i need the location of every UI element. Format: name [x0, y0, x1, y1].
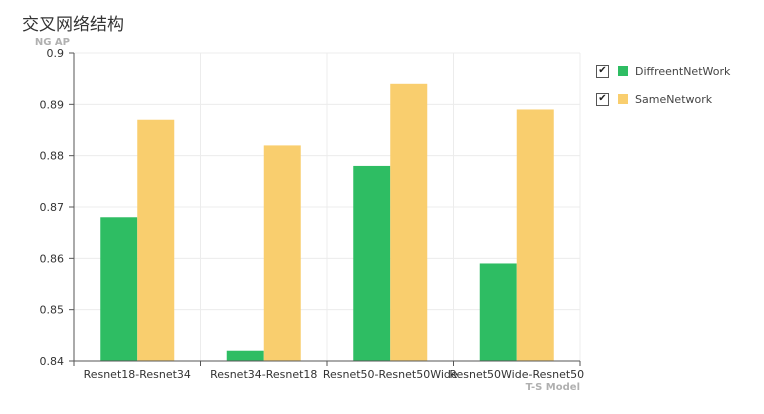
legend-swatch-diffreent — [618, 66, 628, 76]
x-tick-label: Resnet18-Resnet34 — [84, 368, 191, 381]
legend: ✔ DiffreentNetWork ✔ SameNetwork — [596, 62, 730, 118]
y-tick-label: 0.85 — [40, 304, 65, 317]
bar-same — [137, 119, 175, 361]
y-tick-label: 0.86 — [40, 252, 65, 265]
legend-item-same[interactable]: ✔ SameNetwork — [596, 90, 730, 108]
check-icon: ✔ — [598, 93, 607, 104]
y-tick-label: 0.88 — [40, 150, 65, 163]
bar-diffreent — [353, 165, 391, 361]
y-tick-label: 0.9 — [47, 47, 65, 60]
legend-item-diffreent[interactable]: ✔ DiffreentNetWork — [596, 62, 730, 80]
x-tick-label: Resnet50Wide-Resnet50 — [449, 368, 584, 381]
y-axis-title: NG AP — [35, 37, 70, 48]
bar-same — [516, 109, 554, 361]
legend-label-diffreent: DiffreentNetWork — [635, 64, 731, 78]
check-icon: ✔ — [598, 65, 607, 76]
y-tick-label: 0.87 — [40, 201, 65, 214]
bar-same — [263, 145, 301, 361]
bar-diffreent — [479, 263, 517, 361]
legend-label-same: SameNetwork — [635, 92, 713, 106]
bar-diffreent — [100, 217, 138, 361]
legend-checkbox-same[interactable]: ✔ — [596, 92, 609, 106]
y-tick-label: 0.89 — [40, 98, 65, 111]
legend-swatch-same — [618, 94, 628, 104]
x-tick-label: Resnet50-Resnet50Wide — [323, 368, 458, 381]
y-tick-label: 0.84 — [40, 355, 65, 368]
bar-diffreent — [226, 350, 264, 361]
legend-checkbox-diffreent[interactable]: ✔ — [596, 64, 609, 78]
chart-title: 交叉网络结构 — [22, 15, 124, 35]
x-axis-title: T-S Model — [526, 382, 580, 393]
x-tick-label: Resnet34-Resnet18 — [210, 368, 317, 381]
bar-same — [390, 83, 428, 362]
